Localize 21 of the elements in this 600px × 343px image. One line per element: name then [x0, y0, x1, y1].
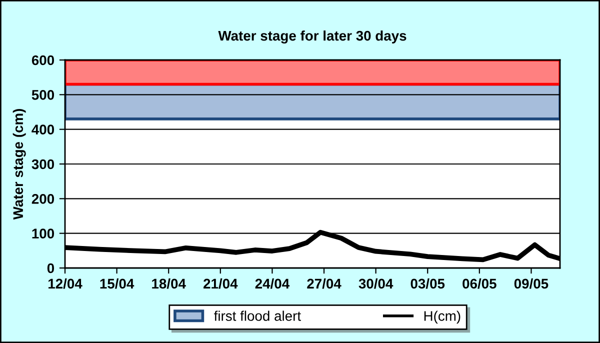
- y-tick-label: 200: [32, 194, 54, 204]
- y-axis-title: Water stage (cm): [12, 108, 26, 220]
- x-tick-label: 09/05: [514, 278, 548, 289]
- chart-title: Water stage for later 30 days: [218, 30, 406, 44]
- x-tick-label: 03/05: [410, 278, 445, 289]
- legend-label: first flood alert: [214, 310, 301, 321]
- y-tick-label: 300: [32, 159, 54, 170]
- x-tick-label: 30/04: [358, 278, 394, 289]
- x-tick-label: 06/05: [462, 278, 496, 289]
- y-tick-label: 100: [32, 228, 54, 239]
- x-tick-label: 18/04: [152, 278, 186, 289]
- x-tick-label: 24/04: [255, 278, 290, 289]
- x-tick-label: 12/04: [48, 278, 82, 289]
- x-tick-label: 15/04: [100, 278, 134, 289]
- y-tick-label: 0: [47, 263, 54, 274]
- y-tick-label: 500: [32, 90, 54, 100]
- x-tick-label: 21/04: [204, 278, 238, 289]
- legend-label: H(cm): [424, 310, 460, 324]
- y-tick-label: 400: [32, 124, 54, 135]
- y-tick-label: 600: [32, 55, 54, 66]
- x-tick-label: 27/04: [307, 278, 342, 289]
